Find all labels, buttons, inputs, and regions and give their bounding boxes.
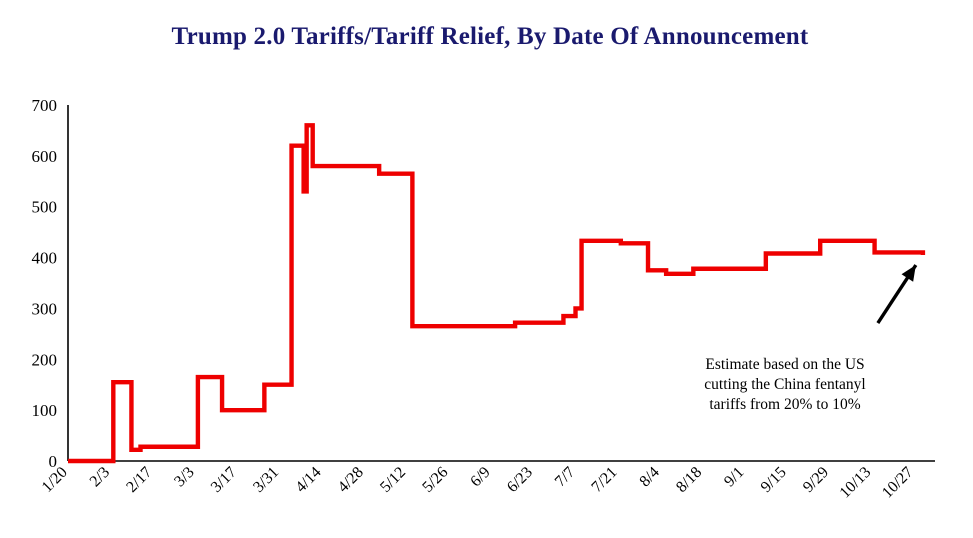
y-tick-label: 700	[32, 96, 58, 115]
x-tick-label: 10/13	[837, 464, 875, 502]
x-tick-label: 8/18	[673, 464, 705, 496]
series-line-tariffs	[68, 123, 926, 464]
x-tick-label: 6/9	[467, 464, 493, 490]
y-tick-label: 300	[32, 299, 58, 318]
x-tick-label: 9/29	[800, 464, 832, 496]
y-tick-label: 200	[32, 350, 58, 369]
x-tick-label: 5/12	[377, 464, 409, 496]
x-tick-label: 9/15	[758, 464, 790, 496]
x-tick-label: 3/31	[250, 464, 282, 496]
x-tick-label: 3/17	[208, 464, 240, 496]
x-tick-label: 2/3	[87, 464, 113, 490]
y-axis-tick-labels: 0 100 200 300 400 500 600 700	[32, 96, 58, 471]
annotation-arrow	[876, 264, 918, 324]
x-tick-label: 4/14	[292, 464, 324, 496]
y-tick-label: 100	[32, 401, 58, 420]
x-tick-label: 7/21	[588, 464, 620, 496]
x-tick-label: 4/28	[335, 464, 367, 496]
x-tick-label: 10/27	[879, 464, 917, 502]
x-tick-label: 5/26	[419, 464, 451, 496]
x-tick-label: 2/17	[123, 464, 155, 496]
y-tick-label: 500	[32, 198, 58, 217]
y-tick-label: 600	[32, 147, 58, 166]
y-tick-label: 0	[49, 452, 58, 471]
annotation-text: Estimate based on the US cutting the Chi…	[660, 355, 910, 415]
x-tick-label: 6/23	[504, 464, 536, 496]
annotation-line-1: Estimate based on the US	[705, 356, 865, 373]
x-axis-tick-labels: 1/20 2/3 2/17 3/3 3/17 3/31 4/14 4/28 5/12 5/26 6/…	[39, 464, 917, 502]
x-tick-label: 1/20	[39, 464, 71, 496]
y-tick-label: 400	[32, 249, 58, 268]
annotation-line-3: tariffs from 20% to 10%	[709, 396, 861, 413]
x-tick-label: 8/4	[636, 464, 662, 490]
annotation-line-2: cutting the China fentanyl	[704, 376, 866, 393]
x-tick-label: 3/3	[171, 464, 197, 490]
arrow-head	[901, 265, 916, 282]
x-tick-label: 9/1	[721, 464, 747, 490]
chart-title: Trump 2.0 Tariffs/Tariff Relief, By Date…	[171, 23, 809, 50]
x-tick-label: 7/7	[552, 464, 578, 490]
